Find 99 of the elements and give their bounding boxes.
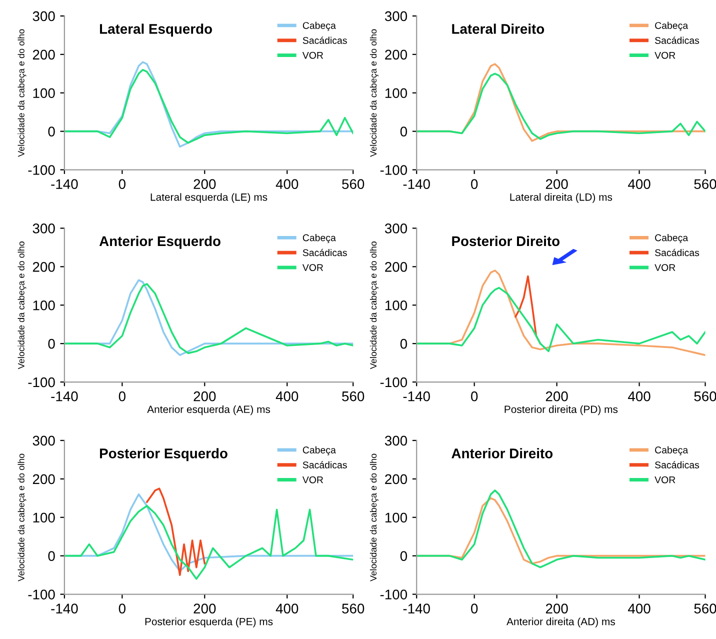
x-tick-label: 560 — [342, 391, 364, 402]
legend-label: Sacádicas — [302, 36, 347, 44]
x-tick-label: 200 — [194, 604, 216, 614]
legend-label: VOR — [654, 264, 676, 272]
x-tick-label: -140 — [51, 391, 78, 402]
y-tick-label: 0 — [48, 338, 55, 349]
y-tick-label: 300 — [384, 224, 408, 234]
x-tick-label: 560 — [694, 604, 716, 614]
legend-label: VOR — [654, 476, 676, 484]
x-tick-label: 400 — [628, 604, 650, 614]
y-tick-label: 0 — [48, 551, 55, 561]
x-tick-label: 0 — [118, 604, 126, 614]
x-tick-label: 200 — [546, 179, 568, 190]
y-axis-title: Velocidade da cabeça e do olho — [370, 454, 378, 582]
y-tick-label: 100 — [385, 88, 408, 98]
y-tick-label: 0 — [400, 551, 408, 561]
x-axis-title: Posterior direita (PD) ms — [504, 405, 618, 416]
x-tick-label: 400 — [628, 179, 650, 190]
y-tick-label: 200 — [32, 262, 55, 272]
chart-title: Lateral Direito — [452, 24, 544, 34]
x-tick-label: 200 — [546, 604, 568, 614]
y-tick-label: 200 — [385, 474, 408, 484]
x-tick-label: 200 — [194, 179, 216, 190]
x-tick-label: 0 — [118, 179, 126, 190]
x-tick-label: 400 — [628, 391, 650, 402]
legend-label: Sacádicas — [302, 461, 347, 468]
x-tick-label: -140 — [51, 604, 78, 614]
y-tick-label: 100 — [33, 300, 55, 310]
y-tick-label: -100 — [28, 377, 55, 388]
x-tick-label: -140 — [403, 179, 430, 190]
y-tick-label: -100 — [28, 590, 55, 600]
x-tick-label: -140 — [403, 391, 430, 402]
x-tick-label: -140 — [51, 179, 78, 190]
y-tick-label: 100 — [385, 512, 408, 523]
y-tick-label: 300 — [32, 11, 55, 22]
y-tick-label: 100 — [385, 300, 408, 310]
x-tick-label: 400 — [276, 391, 298, 402]
y-tick-label: -100 — [380, 377, 408, 388]
y-tick-label: 300 — [32, 224, 55, 234]
chart-title: Anterior Direito — [452, 448, 553, 458]
y-tick-label: 200 — [32, 474, 55, 484]
legend-label: Sacádicas — [302, 248, 347, 256]
x-axis-title: Lateral direita (LD) ms — [510, 193, 612, 203]
y-tick-label: -100 — [380, 590, 408, 600]
legend-label: VOR — [302, 264, 324, 272]
x-tick-label: -140 — [403, 604, 430, 614]
y-tick-label: 0 — [400, 126, 408, 136]
x-axis-title: Posterior esquerda (PE) ms — [145, 618, 273, 628]
x-tick-label: 400 — [276, 604, 298, 614]
line-series — [146, 488, 206, 576]
text: Posterior Esquerdo — [100, 448, 228, 462]
x-axis-title: Lateral esquerda (LE) ms — [150, 193, 268, 203]
y-tick-label: -100 — [380, 165, 408, 175]
x-tick-label: 0 — [118, 391, 126, 402]
legend-label: VOR — [302, 52, 324, 59]
y-tick-label: 100 — [33, 88, 55, 98]
legend-label: Sacádicas — [655, 36, 700, 44]
x-tick-label: 0 — [471, 179, 478, 190]
x-tick-label: 560 — [694, 391, 716, 402]
y-tick-label: -100 — [28, 165, 55, 175]
x-axis-title: Anterior direita (AD) ms — [506, 618, 615, 628]
y-tick-label: 300 — [384, 436, 408, 446]
legend-label: Cabeça — [655, 234, 688, 244]
y-axis-title: Velocidade da cabeça e do olho — [18, 241, 26, 370]
y-tick-label: 300 — [32, 436, 55, 446]
y-axis-title: Velocidade da cabeça e do olho — [18, 29, 26, 157]
y-axis-title: Velocidade da cabeça e do olho — [18, 454, 26, 582]
legend-label: VOR — [654, 52, 676, 59]
x-tick-label: 0 — [471, 604, 478, 614]
y-tick-label: 200 — [385, 262, 408, 272]
x-tick-label: 400 — [276, 179, 298, 190]
legend-label: VOR — [302, 476, 324, 484]
chart-title: Posterior Direito — [452, 236, 560, 246]
legend-label: Cabeça — [302, 22, 336, 31]
y-tick-label: 0 — [48, 126, 55, 136]
legend-label: Cabeça — [655, 22, 688, 31]
y-axis-title: Velocidade da cabeça e do olho — [370, 29, 378, 157]
x-tick-label: 200 — [546, 391, 568, 402]
line-series — [416, 286, 706, 352]
legend-label: Cabeça — [302, 234, 336, 244]
x-tick-label: 560 — [342, 604, 364, 614]
y-axis-title: Velocidade da cabeça e do olho — [370, 241, 378, 370]
y-tick-label: 200 — [385, 50, 408, 60]
y-tick-label: 100 — [33, 512, 55, 523]
y-tick-label: 300 — [384, 11, 408, 22]
legend-label: Sacádicas — [655, 248, 700, 256]
x-tick-label: 560 — [342, 179, 364, 190]
x-tick-label: 560 — [694, 179, 716, 190]
text: Lateral Esquerdo — [100, 24, 212, 37]
line-series — [64, 504, 354, 580]
text: Anterior Esquerdo — [99, 236, 220, 249]
legend-label: Cabeça — [655, 446, 688, 456]
x-tick-label: 0 — [471, 391, 478, 402]
legend-label: Cabeça — [302, 446, 336, 456]
x-axis-title: Anterior esquerda (AE) ms — [147, 405, 270, 416]
legend-label: Sacádicas — [655, 461, 700, 468]
y-tick-label: 0 — [400, 338, 408, 349]
x-tick-label: 200 — [194, 391, 216, 402]
y-tick-label: 200 — [32, 50, 55, 60]
